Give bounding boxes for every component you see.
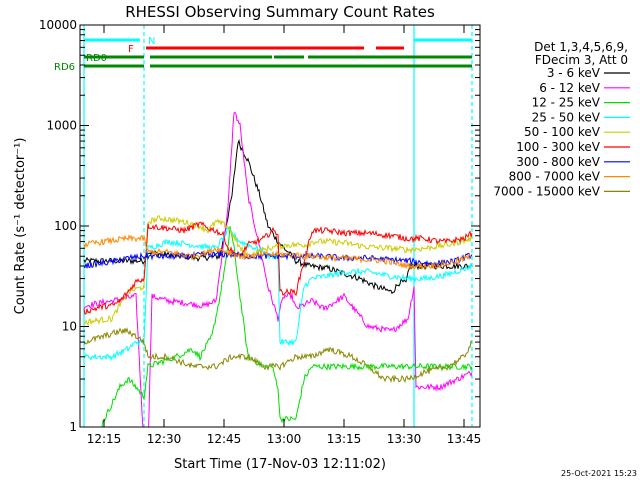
legend-label: 50 - 100 keV (524, 125, 601, 139)
y-tick-label: 10000 (39, 18, 77, 32)
state-bar-label: RD0 (86, 53, 107, 64)
state-bars: N F RD0 RD6 (54, 36, 472, 73)
y-tick-label: 10 (62, 320, 77, 334)
x-tick-label: 12:15 (87, 432, 122, 446)
series-line-5 (83, 221, 473, 315)
state-bar-label: RD6 (54, 62, 75, 73)
x-tick-label: 13:00 (267, 432, 302, 446)
legend: Det 1,3,4,5,6,9,FDecim 3, Att 03 - 6 keV… (493, 40, 630, 198)
y-tick-label: 100 (54, 219, 77, 233)
x-tick-label: 13:30 (387, 432, 422, 446)
chart-title: RHESSI Observing Summary Count Rates (125, 3, 435, 21)
legend-label: 7000 - 15000 keV (493, 184, 600, 198)
series-line-2 (99, 226, 473, 427)
x-tick-label: 13:45 (447, 432, 482, 446)
y-tick-label: 1 (69, 420, 77, 434)
x-tick-label: 12:45 (207, 432, 242, 446)
x-tick-label: 13:15 (327, 432, 362, 446)
legend-label: 300 - 800 keV (516, 155, 600, 169)
y-tick-label: 1000 (46, 119, 77, 133)
legend-label: 800 - 7000 keV (509, 170, 601, 184)
legend-label: 25 - 50 keV (532, 110, 601, 124)
footer-timestamp: 25-Oct-2021 15:23 (561, 469, 637, 478)
y-axis-label: Count Rate (s⁻¹ detector⁻¹) (13, 138, 28, 315)
state-bar-label: N (148, 36, 155, 47)
state-bar-label: F (128, 44, 134, 55)
legend-label: 12 - 25 keV (532, 96, 601, 110)
series-line-1 (83, 111, 473, 427)
series-layer (83, 111, 473, 427)
x-axis-label: Start Time (17-Nov-03 12:11:02) (174, 457, 386, 472)
legend-label: 6 - 12 keV (539, 81, 601, 95)
series-line-6 (83, 249, 473, 269)
series-line-7 (83, 234, 473, 271)
series-line-8 (83, 326, 473, 384)
legend-header: FDecim 3, Att 0 (535, 53, 628, 67)
legend-label: 100 - 300 keV (516, 140, 600, 154)
x-tick-label: 12:30 (147, 432, 182, 446)
legend-label: 3 - 6 keV (547, 66, 601, 80)
y-axis: 1 10 100 1000 10000 (39, 18, 480, 434)
x-axis: 12:15 12:30 12:45 13:00 13:15 13:30 13:45 (87, 25, 482, 446)
legend-header: Det 1,3,4,5,6,9, (534, 40, 628, 54)
